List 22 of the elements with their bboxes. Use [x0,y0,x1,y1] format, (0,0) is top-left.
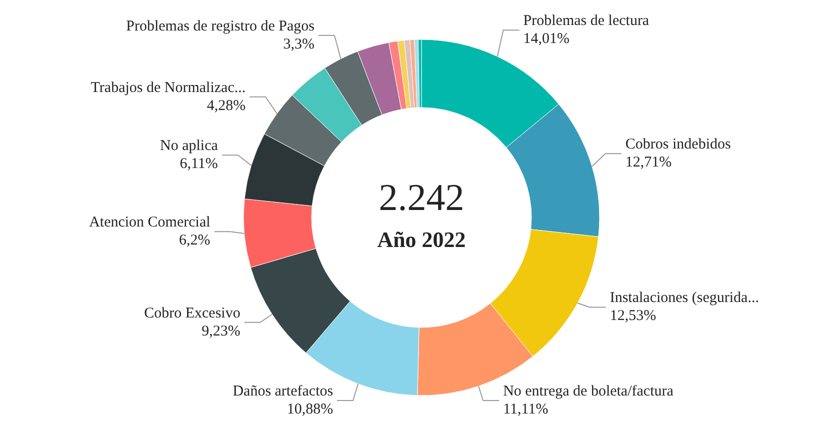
data-label: 10,88% [286,402,334,418]
slice-label: Trabajos de Normalizac... [90,80,246,96]
data-label: 6,11% [180,156,218,172]
slice-label: Daños artefactos [232,384,334,400]
slice-label: No entrega de boleta/factura [503,384,674,400]
slice-label: Instalaciones (segurida... [610,290,759,306]
slice-label: Atencion Comercial [89,214,210,231]
text: 2.242 [378,177,464,219]
data-label: 14,01% [523,31,570,48]
slice-label: Cobros indebidos [625,136,731,153]
data-label: 12,71% [625,154,672,171]
slice-label: Problemas de lectura [523,13,650,30]
data-label: 11,11% [503,402,548,418]
data-label: 3,3% [283,36,314,52]
data-label: 4,28% [206,98,246,114]
text: Año 2022 [377,227,466,252]
slice-label: No aplica [160,138,218,154]
data-label: 9,23% [202,323,240,340]
data-label: 6,2% [179,232,210,249]
data-label: 12,53% [610,308,656,324]
slice-label: Problemas de registro de Pagos [126,18,315,34]
slice-label: Cobro Excesivo [144,305,240,322]
